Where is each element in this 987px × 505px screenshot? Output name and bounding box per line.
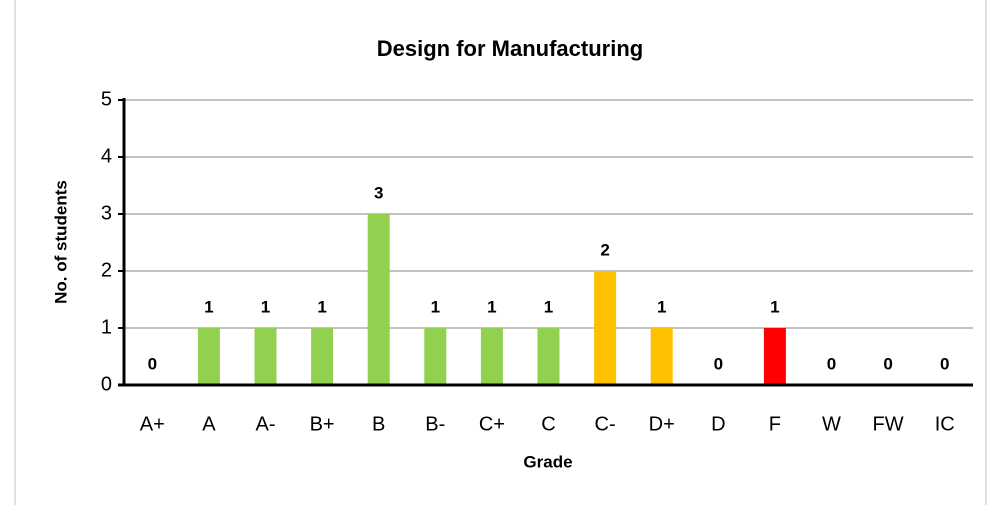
bar: [763, 328, 786, 385]
y-tick-label: 1: [101, 316, 112, 338]
chart-frame: [14, 0, 987, 505]
data-label: 1: [261, 297, 270, 316]
x-tick-label: W: [822, 413, 841, 435]
x-tick-label: B: [372, 413, 385, 435]
x-tick-label: A+: [140, 413, 165, 435]
x-tick-label: B-: [425, 413, 445, 435]
data-label: 1: [317, 297, 326, 316]
x-tick-label: C+: [479, 413, 505, 435]
bar: [197, 328, 220, 385]
bar: [594, 271, 617, 385]
x-tick-label: IC: [935, 413, 955, 435]
data-label: 3: [374, 183, 383, 202]
bar: [650, 328, 673, 385]
y-tick-label: 3: [101, 202, 112, 224]
data-label: 0: [148, 354, 157, 373]
data-label: 0: [940, 354, 949, 373]
chart-title: Design for Manufacturing: [377, 36, 643, 61]
y-tick-label: 5: [101, 88, 112, 110]
bar: [480, 328, 503, 385]
x-tick-label: C-: [595, 413, 616, 435]
bar: [367, 214, 390, 385]
y-axis-label: No. of students: [51, 180, 70, 304]
bar: [311, 328, 334, 385]
x-axis-label: Grade: [523, 452, 572, 471]
x-tick-label: C: [541, 413, 555, 435]
bar: [537, 328, 560, 385]
x-tick-label: D+: [649, 413, 675, 435]
data-label: 1: [431, 297, 440, 316]
data-label: 0: [714, 354, 723, 373]
data-label: 1: [770, 297, 779, 316]
bar: [424, 328, 447, 385]
y-tick-label: 4: [101, 145, 112, 167]
data-label: 0: [883, 354, 892, 373]
x-tick-label: FW: [873, 413, 904, 435]
x-tick-label: D: [711, 413, 725, 435]
bar: [254, 328, 277, 385]
x-tick-label: F: [769, 413, 781, 435]
y-tick-label: 2: [101, 259, 112, 281]
data-label: 1: [657, 297, 666, 316]
x-tick-label: A-: [256, 413, 276, 435]
data-label: 2: [600, 240, 609, 259]
data-label: 1: [487, 297, 496, 316]
data-label: 1: [544, 297, 553, 316]
y-tick-label: 0: [101, 373, 112, 395]
x-tick-label: B+: [310, 413, 335, 435]
data-label: 1: [204, 297, 213, 316]
x-tick-label: A: [202, 413, 216, 435]
data-label: 0: [827, 354, 836, 373]
